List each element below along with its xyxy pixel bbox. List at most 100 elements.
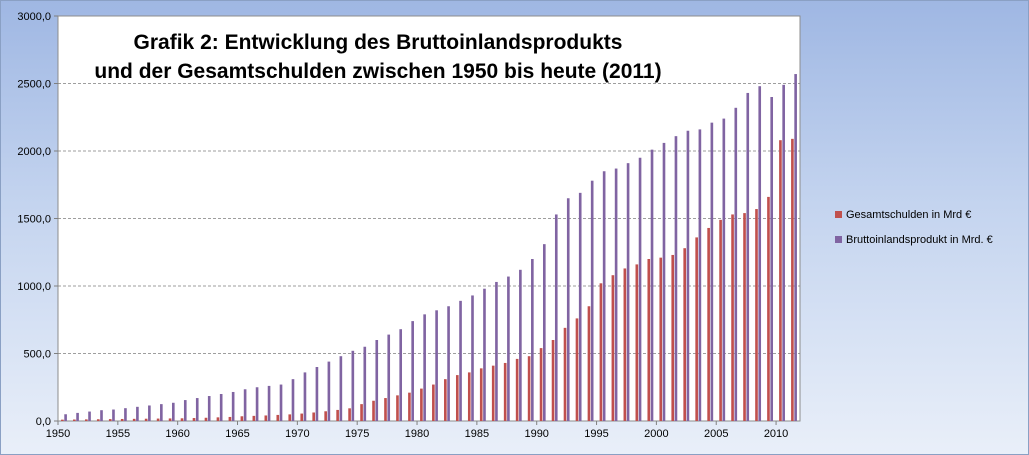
bar-gesamtschulden-1991	[551, 340, 555, 421]
bar-gesamtschulden-2004	[707, 227, 710, 421]
bar-gesamtschulden-1978	[396, 395, 399, 421]
bar-gesamtschulden-1972	[324, 411, 327, 421]
chart-title-line-2: und der Gesamtschulden zwischen 1950 bis…	[94, 60, 661, 83]
bar-bip-2010	[782, 84, 785, 421]
x-tick-label: 1950	[46, 428, 70, 440]
bar-bip-1959	[171, 402, 175, 421]
bar-gesamtschulden-1968	[276, 414, 280, 421]
bar-gesamtschulden-2006	[731, 214, 734, 421]
bar-bip-1991	[554, 214, 558, 421]
bar-bip-1981	[435, 310, 438, 421]
bar-bip-1993	[578, 192, 582, 421]
bar-gesamtschulden-1967	[264, 415, 268, 421]
bar-gesamtschulden-1951	[73, 419, 76, 421]
bar-bip-1986	[495, 281, 498, 421]
bar-bip-1969	[291, 379, 295, 421]
bar-gesamtschulden-2007	[743, 213, 746, 421]
bar-bip-1982	[447, 306, 450, 421]
bar-gesamtschulden-1982	[444, 379, 447, 421]
bar-gesamtschulden-2000	[659, 257, 663, 421]
bar-gesamtschulden-2002	[683, 248, 687, 421]
bar-bip-1968	[279, 384, 283, 421]
bar-gesamtschulden-1965	[240, 416, 244, 421]
bar-gesamtschulden-1996	[611, 275, 615, 421]
bar-bip-1955	[124, 408, 127, 421]
bar-gesamtschulden-2009	[767, 196, 770, 421]
bar-bip-2001	[674, 136, 678, 421]
bar-gesamtschulden-1973	[336, 409, 339, 421]
bar-gesamtschulden-1986	[491, 365, 495, 421]
bar-bip-1970	[303, 372, 307, 421]
bar-bip-1950	[64, 414, 67, 421]
bar-gesamtschulden-1961	[192, 418, 196, 421]
bar-bip-2000	[662, 142, 666, 421]
bar-bip-1987	[507, 276, 510, 421]
bar-gesamtschulden-1971	[312, 412, 316, 421]
bar-gesamtschulden-1952	[84, 419, 88, 421]
bar-gesamtschulden-2003	[695, 237, 698, 421]
legend-swatch-gesamtschulden	[835, 211, 842, 218]
bar-bip-1963	[219, 394, 223, 421]
bar-bip-1966	[255, 387, 259, 421]
bar-bip-1999	[650, 149, 654, 421]
bar-gesamtschulden-1995	[599, 283, 603, 421]
bar-gesamtschulden-2010	[779, 140, 782, 421]
bar-bip-1992	[566, 198, 570, 421]
bar-bip-1971	[315, 367, 319, 421]
bar-bip-1989	[531, 259, 534, 421]
bar-gesamtschulden-1988	[515, 358, 519, 421]
bar-bip-1983	[459, 300, 462, 421]
bar-gesamtschulden-1966	[252, 415, 256, 421]
gridlines	[58, 83, 800, 354]
bar-bip-1990	[542, 244, 546, 421]
bar-gesamtschulden-1955	[120, 418, 124, 421]
bar-bip-2003	[698, 129, 702, 421]
bar-bip-2002	[686, 130, 690, 421]
y-tick-label: 2000,0	[17, 146, 51, 158]
bars	[61, 74, 797, 422]
y-tick-label: 1500,0	[17, 214, 51, 226]
bar-gesamtschulden-1993	[575, 318, 579, 421]
bar-gesamtschulden-2005	[719, 219, 722, 421]
x-tick-label: 1985	[465, 428, 489, 440]
x-tick-label: 1975	[345, 428, 369, 440]
bar-gesamtschulden-1975	[360, 404, 363, 421]
x-tick-label: 1965	[225, 428, 249, 440]
bar-gesamtschulden-1984	[467, 372, 471, 421]
bar-bip-1956	[136, 406, 139, 421]
bar-gesamtschulden-1970	[300, 413, 304, 421]
bar-bip-2007	[746, 92, 750, 421]
x-tick-label: 1980	[405, 428, 429, 440]
bar-gesamtschulden-1983	[455, 375, 459, 421]
bar-bip-1958	[160, 404, 163, 421]
bar-bip-1960	[183, 400, 187, 421]
bar-gesamtschulden-1958	[156, 418, 160, 421]
y-tick-label: 500,0	[23, 349, 51, 361]
bar-bip-1976	[375, 340, 379, 421]
y-tick-label: 2500,0	[17, 79, 51, 91]
x-axis: 1950 1955 1960 1965 1970 1975 1980 1985 1990 1995…	[46, 421, 788, 440]
bar-bip-1961	[195, 398, 199, 421]
bar-bip-1954	[112, 409, 115, 421]
x-tick-label: 1970	[285, 428, 309, 440]
bar-bip-1973	[339, 356, 343, 421]
x-tick-label: 1960	[165, 428, 189, 440]
bar-bip-1967	[267, 385, 271, 421]
chart-title-line-1: Grafik 2: Entwicklung des Bruttoinlandsp…	[134, 31, 623, 54]
bar-bip-1998	[638, 157, 642, 421]
bar-gesamtschulden-1963	[216, 417, 220, 421]
bar-bip-1974	[351, 350, 355, 421]
bar-gesamtschulden-1964	[228, 416, 232, 421]
bar-gesamtschulden-1974	[348, 408, 351, 421]
bar-bip-1978	[399, 329, 403, 421]
bar-gesamtschulden-1987	[503, 362, 507, 421]
bar-bip-2004	[710, 122, 714, 422]
bar-bip-2011	[794, 74, 797, 422]
bar-gesamtschulden-2008	[755, 209, 758, 421]
bar-bip-1979	[411, 321, 414, 421]
bar-bip-1995	[602, 171, 606, 421]
x-tick-label: 1995	[584, 428, 608, 440]
bar-bip-1953	[100, 410, 103, 421]
bar-bip-1977	[387, 334, 391, 421]
